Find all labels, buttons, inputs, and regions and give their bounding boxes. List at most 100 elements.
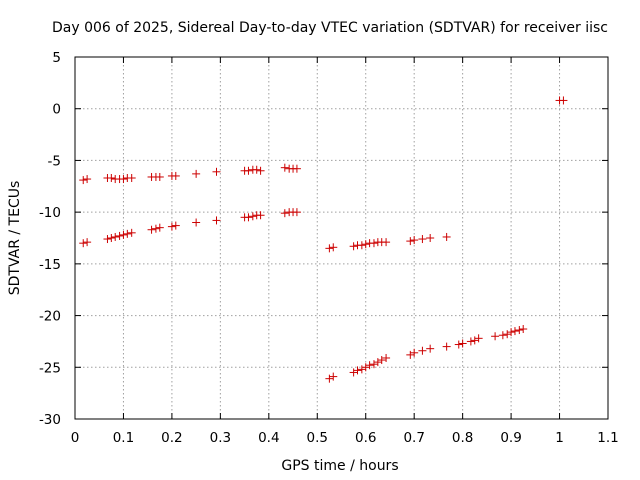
data-point — [171, 221, 180, 230]
x-tick-label: 0.7 — [403, 430, 424, 446]
data-point — [192, 169, 201, 178]
data-point — [212, 216, 221, 225]
data-point — [103, 235, 112, 244]
data-point — [123, 229, 132, 238]
data-point — [171, 171, 180, 180]
x-tick-label: 0.1 — [113, 430, 134, 446]
x-axis-label: GPS time / hours — [281, 458, 398, 474]
data-point — [83, 238, 92, 247]
x-tick-label: 0.3 — [210, 430, 231, 446]
data-point — [357, 241, 366, 250]
data-point — [442, 342, 451, 351]
x-tick-label: 0.4 — [258, 430, 279, 446]
data-point — [244, 213, 253, 222]
data-point — [329, 372, 338, 381]
plot-frame — [74, 56, 609, 420]
data-point — [107, 234, 116, 242]
data-point — [107, 174, 116, 183]
data-point — [115, 231, 124, 240]
data-point — [474, 334, 483, 343]
y-axis-label: SDTVAR / TECUs — [7, 181, 23, 296]
data-point — [111, 232, 120, 241]
y-tick-label: 0 — [52, 102, 61, 118]
data-point — [373, 358, 382, 367]
axis-ticks — [74, 56, 609, 420]
data-point — [418, 235, 427, 244]
x-tick-label: 0.2 — [161, 430, 182, 446]
data-point — [292, 164, 301, 173]
data-point — [426, 344, 435, 353]
data-point — [212, 167, 221, 176]
data-point — [292, 208, 301, 217]
data-point — [519, 325, 528, 334]
data-point — [248, 212, 257, 221]
x-tick-label: 0.8 — [452, 430, 473, 446]
data-point — [256, 211, 265, 220]
data-point — [127, 228, 136, 237]
data-point — [349, 242, 358, 251]
data-point — [498, 331, 507, 340]
y-tick-label: -20 — [39, 309, 61, 325]
data-point — [559, 96, 568, 105]
data-point — [442, 232, 451, 241]
data-point — [280, 209, 289, 218]
x-tick-label: 0 — [71, 430, 80, 446]
x-tick-label: 1 — [555, 430, 564, 446]
data-points — [79, 96, 568, 383]
data-point — [410, 236, 419, 245]
data-point — [147, 225, 156, 234]
y-tick-label: -10 — [39, 205, 61, 221]
x-tick-label: 0.5 — [307, 430, 328, 446]
data-point — [406, 350, 415, 359]
data-point — [192, 218, 201, 227]
data-point — [155, 223, 164, 232]
data-point — [454, 340, 463, 349]
data-point — [510, 327, 519, 336]
data-point — [280, 163, 289, 172]
data-point — [369, 360, 378, 369]
chart-title: Day 006 of 2025, Sidereal Day-to-day VTE… — [52, 20, 608, 36]
data-point — [382, 353, 391, 362]
data-point — [410, 348, 419, 357]
x-tick-label: 1.1 — [597, 430, 618, 446]
data-point — [458, 339, 467, 348]
x-tick-label: 0.6 — [355, 430, 376, 446]
data-point — [361, 240, 370, 249]
y-tick-label: 5 — [52, 50, 61, 66]
data-point — [466, 337, 475, 346]
data-point — [491, 332, 500, 341]
data-point — [167, 222, 176, 231]
y-tick-label: -25 — [39, 360, 61, 376]
data-point — [406, 237, 415, 246]
data-point — [151, 224, 160, 233]
data-point — [426, 234, 435, 242]
data-point — [353, 366, 362, 375]
data-point — [325, 374, 334, 383]
x-tick-label: 0.9 — [500, 430, 521, 446]
data-point — [357, 365, 366, 374]
data-point — [382, 238, 391, 247]
data-point — [325, 244, 334, 253]
data-point — [79, 176, 88, 185]
grid-lines — [75, 57, 608, 419]
data-point — [83, 175, 92, 184]
data-point — [418, 346, 427, 355]
data-point — [503, 330, 512, 339]
x-tick-labels: 0 0.1 0.2 0.3 0.4 0.5 0.6 0.7 0.8 0.9 1 1.1 — [71, 430, 619, 446]
data-point — [127, 174, 136, 183]
data-point — [470, 336, 479, 345]
data-point — [155, 172, 164, 181]
data-point — [369, 239, 378, 248]
data-point — [244, 166, 253, 175]
data-point — [119, 175, 128, 184]
data-point — [79, 239, 88, 248]
data-point — [377, 356, 386, 365]
y-tick-label: -5 — [48, 153, 61, 169]
data-point — [256, 166, 265, 175]
data-point — [119, 230, 128, 239]
data-point — [329, 243, 338, 252]
data-point — [365, 361, 374, 370]
data-point — [252, 165, 261, 174]
data-point — [507, 328, 516, 337]
